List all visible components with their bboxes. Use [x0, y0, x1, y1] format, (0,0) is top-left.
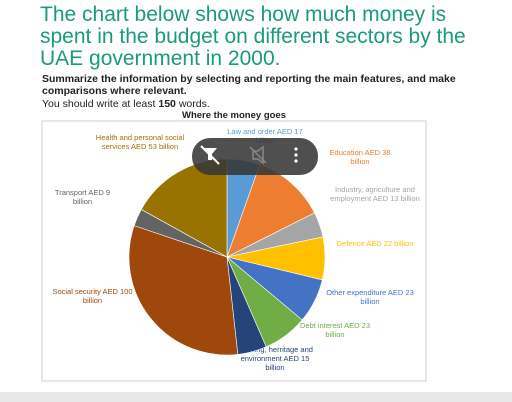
mute-icon[interactable]	[252, 145, 264, 165]
value-label: AED 100 billion	[82, 287, 133, 305]
number: 150	[158, 98, 176, 110]
slice-label: Housing, herritage and environment AED 1…	[230, 345, 320, 372]
word-count: You should write at least 150 words.	[42, 98, 210, 110]
value-label: AED 22 billion	[366, 239, 414, 248]
pie	[128, 158, 326, 356]
value-label: AED 38 billion	[350, 148, 391, 166]
category: Education	[329, 148, 363, 157]
value-label: AED 23 billion	[360, 288, 414, 306]
slice-label: Defence AED 22 billion	[330, 239, 420, 248]
dot	[294, 153, 298, 157]
slice-label: Social security AED 100 billion	[45, 287, 140, 305]
value-label: AED 15 billion	[265, 354, 310, 372]
toolbar-bg	[192, 138, 318, 175]
slash	[249, 146, 267, 164]
text: words.	[178, 98, 210, 110]
category: Health and personal social services	[95, 133, 185, 151]
category: Defence	[336, 239, 365, 248]
slice-label: Transport AED 9 billion	[45, 188, 120, 206]
value-label: AED 23 billion	[325, 321, 371, 339]
category: Law and order	[227, 127, 276, 136]
value-label: AED 9 billion	[72, 188, 111, 206]
title: The chart below shows how much money is …	[40, 3, 466, 70]
slice	[128, 225, 239, 356]
chart-title: Where the money goes	[182, 110, 286, 121]
category: Social security	[52, 287, 101, 296]
slice-label: Debt interest AED 23 billion	[290, 321, 380, 339]
text: You should write at least	[42, 98, 156, 110]
category: Other expenditure	[326, 288, 387, 297]
toolbar[interactable]	[192, 138, 318, 175]
instruction: Summarize the information by selecting a…	[42, 73, 456, 97]
category: Housing, herritage and environment	[237, 345, 313, 363]
taskbar	[0, 392, 512, 402]
dot[interactable]	[294, 147, 298, 151]
slice-label: Other expenditure AED 23 billion	[325, 288, 415, 306]
value-label: AED 53 billion	[131, 142, 179, 151]
category: Transport	[54, 188, 87, 197]
slash	[200, 145, 220, 165]
slice-label: Industry, agriculture and employment AED…	[325, 185, 425, 203]
dot	[294, 159, 298, 163]
category: Debt interest	[299, 321, 343, 330]
slice-label: Education AED 38 billion	[320, 148, 400, 166]
slice-label: Health and personal social services AED …	[85, 133, 195, 151]
chart-frame	[41, 120, 427, 382]
category: Industry, agriculture and employment	[330, 185, 415, 203]
value-label: AED 13 billion	[372, 194, 420, 203]
